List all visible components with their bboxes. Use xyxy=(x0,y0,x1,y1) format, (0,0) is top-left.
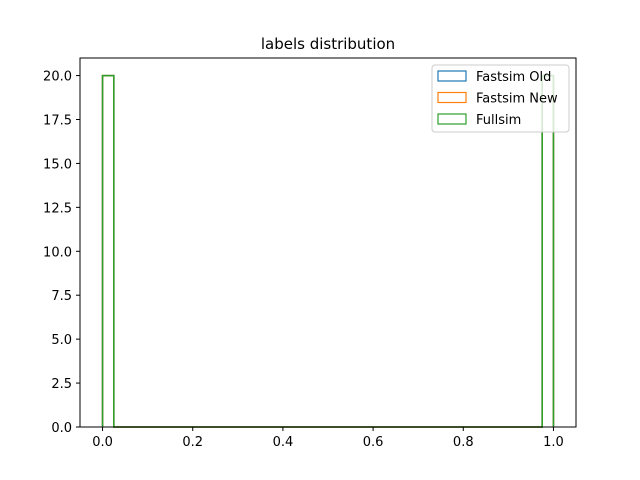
y-tick-label: 17.5 xyxy=(43,114,72,129)
x-tick-label: 0.2 xyxy=(182,435,203,450)
legend-label: Fastsim New xyxy=(476,92,558,107)
y-tick-label: 5.0 xyxy=(51,333,72,348)
y-axis: 0.0 2.5 5.0 7.5 10.0 12.5 15.0 17.5 20.0 xyxy=(43,70,80,436)
x-tick-label: 0.8 xyxy=(453,435,474,450)
legend-label: Fastsim Old xyxy=(476,70,551,85)
y-tick-label: 20.0 xyxy=(43,70,72,85)
chart-title: labels distribution xyxy=(261,35,395,53)
y-tick-label: 0.0 xyxy=(51,421,72,436)
legend-swatch xyxy=(437,70,467,82)
x-tick-label: 0.6 xyxy=(363,435,384,450)
x-tick-label: 0.0 xyxy=(92,435,113,450)
y-tick-label: 7.5 xyxy=(51,289,72,304)
legend-label: Fullsim xyxy=(476,113,521,128)
x-tick-label: 1.0 xyxy=(543,435,564,450)
y-tick-label: 15.0 xyxy=(43,157,72,172)
legend-swatch xyxy=(437,113,467,125)
x-tick-label: 0.4 xyxy=(273,435,294,450)
legend-swatch xyxy=(437,91,467,104)
y-tick-label: 2.5 xyxy=(51,377,72,392)
axes-frame xyxy=(79,57,577,428)
y-tick-label: 12.5 xyxy=(43,201,72,216)
legend: Fastsim Old Fastsim New Fullsim xyxy=(431,64,570,133)
x-axis: 0.0 0.2 0.4 0.6 0.8 1.0 xyxy=(92,427,564,450)
y-tick-label: 10.0 xyxy=(43,245,72,260)
